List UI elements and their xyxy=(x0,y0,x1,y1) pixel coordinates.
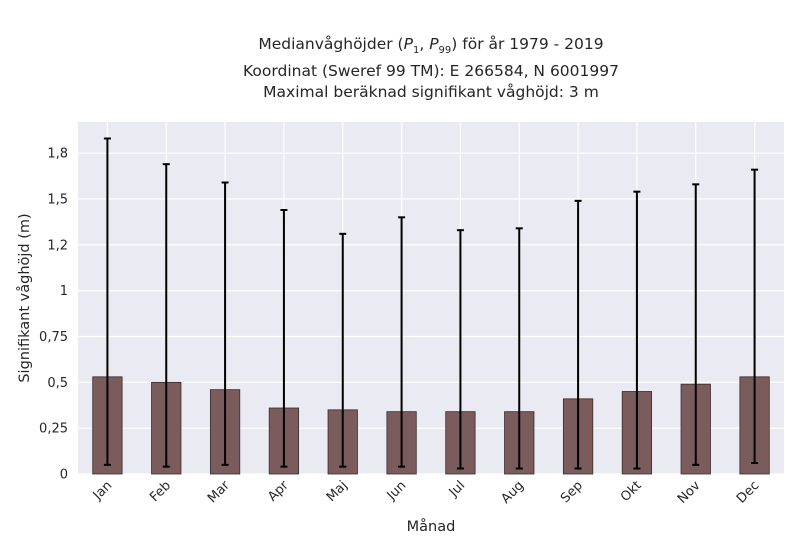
x-tick-label: Jun xyxy=(384,478,410,504)
chart-title-line-1: Medianvåghöjder (P1, P99) för år 1979 - … xyxy=(78,34,784,61)
x-tick-label: Jan xyxy=(90,478,115,503)
y-tick-label: 0,5 xyxy=(47,376,68,391)
y-tick-label: 1,8 xyxy=(47,147,68,162)
x-tick-labels: Jan Feb Mar Apr Maj Jun Jul Aug Sep Okt Nov Dec xyxy=(90,478,763,507)
chart-title-line-2: Koordinat (Sweref 99 TM): E 266584, N 60… xyxy=(243,62,619,81)
x-tick-label: Aug xyxy=(499,478,528,507)
y-tick-label: 1,5 xyxy=(47,193,68,208)
x-tick-label: Feb xyxy=(147,478,174,505)
x-tick-label: Apr xyxy=(265,478,292,505)
y-axis-label: Signifikant våghöjd (m) xyxy=(16,213,33,382)
x-tick-label: Okt xyxy=(618,478,645,505)
x-tick-label: Sep xyxy=(558,478,586,506)
x-tick-label: Nov xyxy=(675,478,704,507)
x-tick-label: Maj xyxy=(324,478,351,505)
chart-title: Medianvåghöjder (P1, P99) för år 1979 - … xyxy=(78,34,784,103)
y-tick-label: 0 xyxy=(60,468,68,483)
y-tick-label: 0,75 xyxy=(39,330,68,345)
y-tick-label: 1,2 xyxy=(47,238,68,253)
y-tick-label: 1 xyxy=(60,284,68,299)
x-tick-label: Jul xyxy=(446,478,468,500)
x-tick-label: Dec xyxy=(734,478,762,506)
plot-area xyxy=(78,122,784,474)
y-gridlines xyxy=(78,152,784,475)
chart-title-line-3: Maximal beräknad signifikant våghöjd: 3 … xyxy=(263,83,599,102)
title-prefix: Medianvåghöjder (P1, P99) för år 1979 - … xyxy=(258,35,604,57)
y-tick-labels: 0 0,25 0,5 0,75 1 1,2 1,5 1,8 xyxy=(39,147,68,483)
y-tick-label: 0,25 xyxy=(39,422,68,437)
x-axis-label: Månad xyxy=(407,518,456,535)
x-tick-label: Mar xyxy=(205,478,233,506)
error-bars xyxy=(103,137,759,470)
